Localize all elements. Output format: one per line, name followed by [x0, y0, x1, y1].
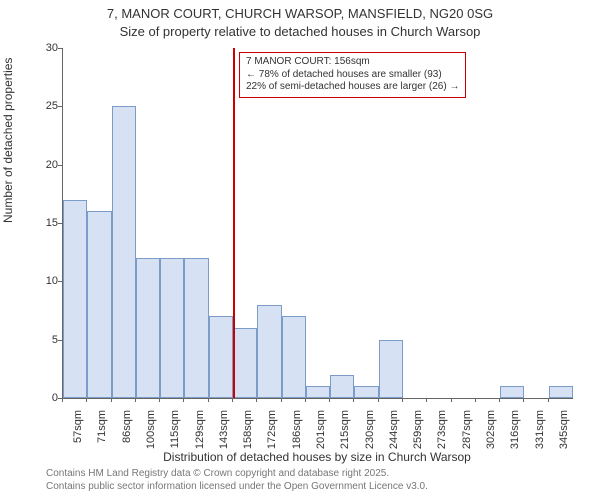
- histogram-bar: [500, 386, 524, 398]
- histogram-bar: [112, 106, 136, 398]
- histogram-bar: [184, 258, 208, 398]
- x-tick-mark: [232, 398, 233, 402]
- x-tick-mark: [281, 398, 282, 402]
- x-tick-mark: [305, 398, 306, 402]
- x-tick-label: 273sqm: [436, 410, 448, 460]
- x-tick-label: 302sqm: [485, 410, 497, 460]
- attribution: Contains HM Land Registry data © Crown c…: [46, 468, 428, 493]
- histogram-bar: [257, 305, 281, 398]
- histogram-bar: [282, 316, 306, 398]
- y-tick-mark: [58, 281, 62, 282]
- histogram-bar: [233, 328, 257, 398]
- x-tick-label: 129sqm: [194, 410, 206, 460]
- y-tick-label: 30: [28, 42, 58, 54]
- attribution-line2: Contains public sector information licen…: [46, 481, 428, 494]
- reference-marker-line: [233, 48, 235, 398]
- x-tick-label: 259sqm: [412, 410, 424, 460]
- x-tick-label: 244sqm: [388, 410, 400, 460]
- chart-title-line1: 7, MANOR COURT, CHURCH WARSOP, MANSFIELD…: [0, 6, 600, 21]
- x-tick-label: 287sqm: [461, 410, 473, 460]
- y-tick-label: 10: [28, 275, 58, 287]
- histogram-bar: [330, 375, 354, 398]
- x-tick-label: 71sqm: [96, 410, 108, 460]
- histogram-bar: [306, 386, 330, 398]
- x-tick-mark: [183, 398, 184, 402]
- x-tick-label: 158sqm: [242, 410, 254, 460]
- x-tick-mark: [402, 398, 403, 402]
- y-tick-mark: [58, 165, 62, 166]
- x-tick-label: 115sqm: [169, 410, 181, 460]
- x-tick-mark: [208, 398, 209, 402]
- x-tick-label: 186sqm: [291, 410, 303, 460]
- histogram-bar: [354, 386, 378, 398]
- attribution-line1: Contains HM Land Registry data © Crown c…: [46, 468, 428, 481]
- histogram-bar: [549, 386, 573, 398]
- y-tick-label: 20: [28, 159, 58, 171]
- y-tick-label: 15: [28, 217, 58, 229]
- x-tick-mark: [62, 398, 63, 402]
- x-tick-mark: [135, 398, 136, 402]
- x-tick-mark: [451, 398, 452, 402]
- histogram-bar: [379, 340, 403, 398]
- y-tick-label: 0: [28, 392, 58, 404]
- x-tick-mark: [499, 398, 500, 402]
- histogram-bar: [209, 316, 233, 398]
- histogram-bar: [136, 258, 160, 398]
- x-tick-mark: [329, 398, 330, 402]
- y-tick-mark: [58, 340, 62, 341]
- x-tick-mark: [523, 398, 524, 402]
- y-tick-mark: [58, 223, 62, 224]
- y-tick-mark: [58, 48, 62, 49]
- x-tick-label: 143sqm: [218, 410, 230, 460]
- histogram-bar: [87, 211, 111, 398]
- x-tick-mark: [256, 398, 257, 402]
- y-axis-title: Number of detached properties: [1, 58, 15, 223]
- histogram-bar: [63, 200, 87, 398]
- x-tick-label: 331sqm: [534, 410, 546, 460]
- x-tick-label: 316sqm: [509, 410, 521, 460]
- x-tick-mark: [378, 398, 379, 402]
- x-tick-mark: [86, 398, 87, 402]
- x-tick-label: 345sqm: [558, 410, 570, 460]
- x-tick-label: 215sqm: [339, 410, 351, 460]
- y-tick-label: 5: [28, 334, 58, 346]
- annotation-line2: ← 78% of detached houses are smaller (93…: [246, 69, 459, 82]
- annotation-line3: 22% of semi-detached houses are larger (…: [246, 81, 459, 94]
- chart-subtitle: Size of property relative to detached ho…: [0, 24, 600, 39]
- x-tick-mark: [548, 398, 549, 402]
- x-tick-mark: [426, 398, 427, 402]
- x-tick-label: 86sqm: [121, 410, 133, 460]
- x-tick-label: 100sqm: [145, 410, 157, 460]
- x-tick-mark: [159, 398, 160, 402]
- y-tick-label: 25: [28, 100, 58, 112]
- plot-area: 7 MANOR COURT: 156sqm ← 78% of detached …: [62, 48, 573, 399]
- annotation-line1: 7 MANOR COURT: 156sqm: [246, 56, 459, 69]
- x-tick-mark: [353, 398, 354, 402]
- x-tick-label: 201sqm: [315, 410, 327, 460]
- histogram-bar: [160, 258, 184, 398]
- y-tick-mark: [58, 106, 62, 107]
- x-tick-label: 57sqm: [72, 410, 84, 460]
- x-tick-mark: [475, 398, 476, 402]
- x-tick-label: 172sqm: [266, 410, 278, 460]
- x-tick-mark: [111, 398, 112, 402]
- x-tick-label: 230sqm: [364, 410, 376, 460]
- chart-container: 7, MANOR COURT, CHURCH WARSOP, MANSFIELD…: [0, 0, 600, 500]
- annotation-box: 7 MANOR COURT: 156sqm ← 78% of detached …: [239, 52, 466, 98]
